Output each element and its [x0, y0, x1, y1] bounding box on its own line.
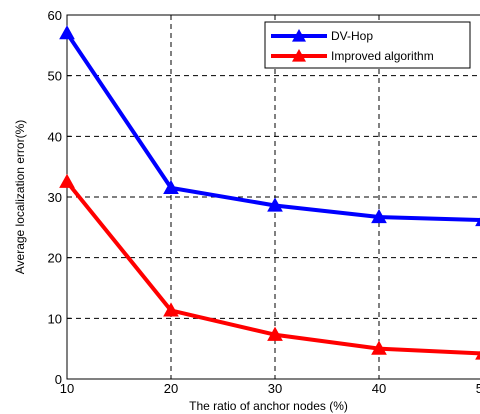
- series-1: [59, 173, 480, 360]
- legend-label: DV-Hop: [331, 29, 373, 43]
- legend-item: DV-Hop: [271, 29, 373, 43]
- grid: [67, 15, 480, 379]
- y-tick-label: 50: [48, 69, 62, 84]
- x-axis-label: The ratio of anchor nodes (%): [189, 399, 348, 413]
- data-point-marker: [163, 179, 179, 194]
- x-tick-label: 10: [60, 381, 74, 396]
- y-tick-label: 60: [48, 8, 62, 23]
- legend-item: Improved algorithm: [271, 49, 434, 63]
- y-tick-label: 10: [48, 311, 62, 326]
- data-point-marker: [59, 25, 75, 40]
- legend-marker: [292, 29, 306, 42]
- data-point-marker: [59, 173, 75, 188]
- series-0: [59, 25, 480, 227]
- legend-marker: [292, 49, 306, 62]
- x-tick-label: 50: [476, 381, 480, 396]
- y-tick-label: 0: [55, 372, 62, 387]
- series-group: [59, 25, 480, 360]
- axis-ticks: 10203040500102030405060: [48, 8, 480, 396]
- x-tick-label: 30: [268, 381, 282, 396]
- x-tick-label: 20: [164, 381, 178, 396]
- data-point-marker: [267, 326, 283, 341]
- data-point-marker: [371, 340, 387, 355]
- x-tick-label: 40: [372, 381, 386, 396]
- legend: DV-Hop Improved algorithm: [264, 21, 471, 69]
- legend-label: Improved algorithm: [331, 49, 434, 63]
- data-point-marker: [267, 197, 283, 212]
- y-tick-label: 30: [48, 190, 62, 205]
- y-axis-label: Average localization error(%): [13, 120, 27, 275]
- y-tick-label: 40: [48, 129, 62, 144]
- data-point-marker: [371, 208, 387, 224]
- y-tick-label: 20: [48, 251, 62, 266]
- data-point-marker: [163, 302, 179, 317]
